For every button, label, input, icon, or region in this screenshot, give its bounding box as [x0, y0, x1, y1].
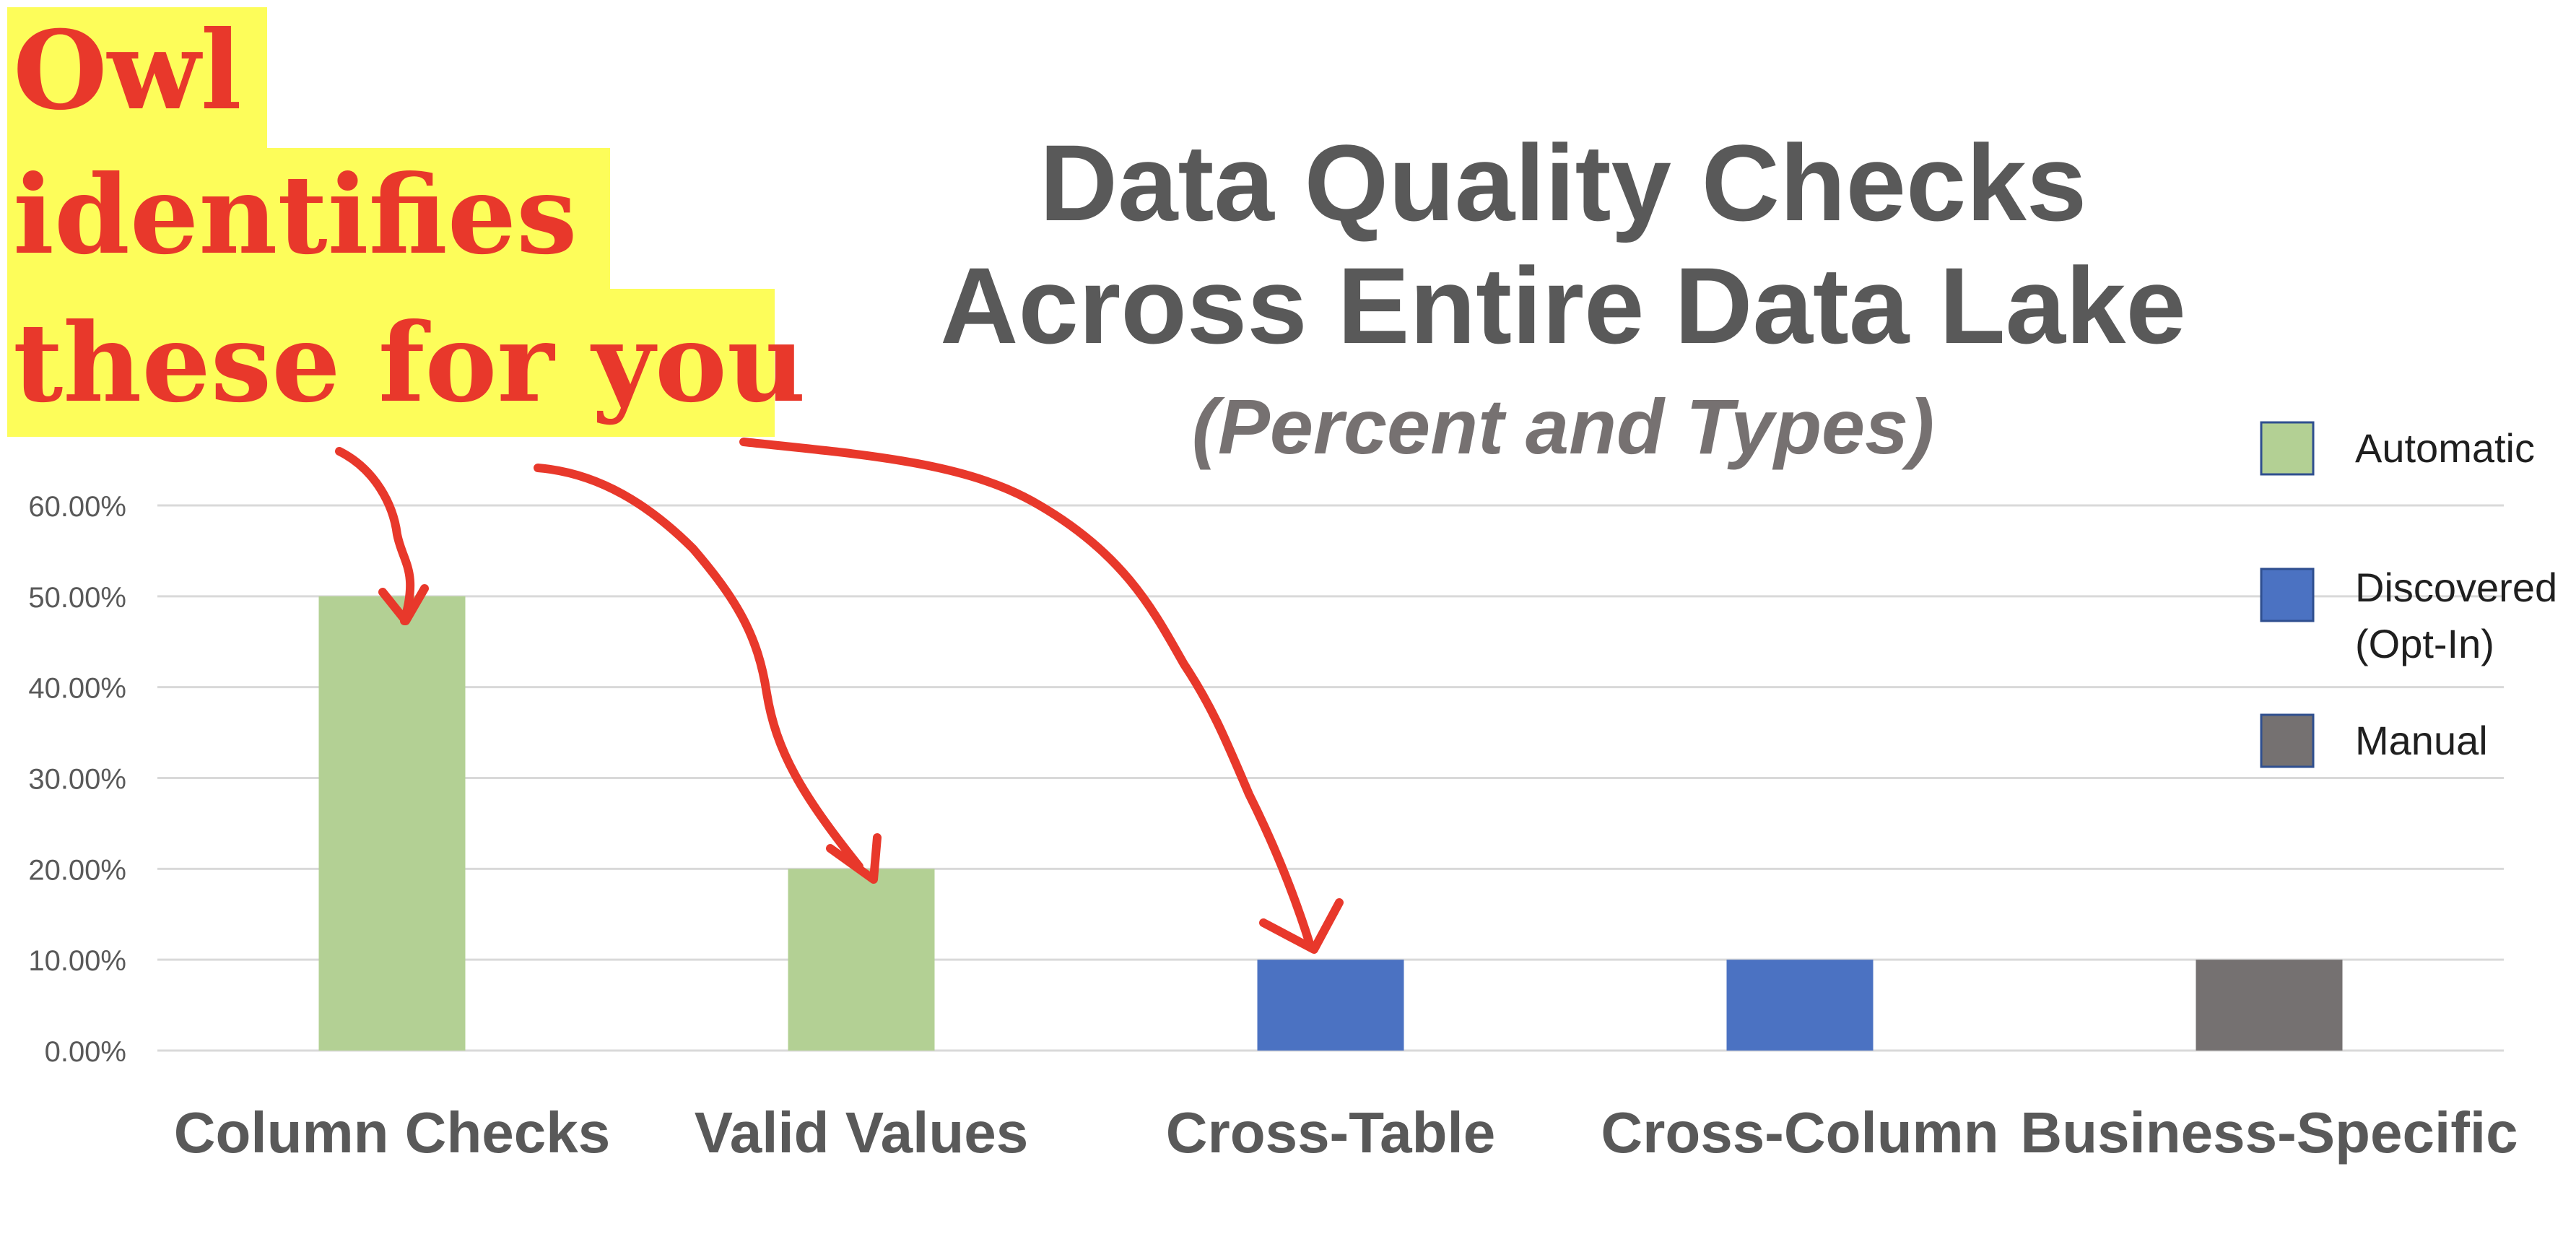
- callout-line: these for you: [13, 300, 806, 427]
- bar-cross-table: [1257, 960, 1404, 1051]
- chart-subtitle: (Percent and Types): [1192, 383, 1934, 470]
- callout-line: Owl: [13, 7, 242, 134]
- category-label: Cross-Table: [1166, 1100, 1495, 1165]
- callout-highlight: [7, 289, 775, 437]
- callout-arrowhead: [378, 584, 429, 625]
- bar-column-checks: [318, 596, 466, 1051]
- callout: Owl identifies these for you: [7, 7, 806, 437]
- category-label: Valid Values: [695, 1100, 1029, 1165]
- legend: Automatic Discovered (Opt-In) Manual: [2260, 421, 2557, 768]
- legend-label: Automatic: [2355, 425, 2535, 471]
- legend-label: Discovered: [2355, 565, 2557, 610]
- y-tick-label: 30.00%: [28, 764, 126, 796]
- callout-arrowhead: [1259, 898, 1344, 954]
- callout-arrows: [335, 438, 1344, 954]
- y-axis-ticks: 0.00% 10.00% 20.00% 30.00% 40.00% 50.00% 60.00…: [28, 491, 126, 1068]
- y-tick-label: 10.00%: [28, 945, 126, 977]
- legend-item: Automatic: [2260, 421, 2535, 476]
- callout-arrow: [335, 447, 415, 625]
- callout-arrow: [739, 438, 1315, 950]
- callout-line: identifies: [13, 152, 578, 279]
- legend-item: Manual: [2260, 713, 2488, 768]
- y-tick-label: 0.00%: [45, 1036, 126, 1068]
- bar-valid-values: [788, 869, 935, 1051]
- callout-arrowhead: [826, 833, 882, 884]
- category-label: Column Checks: [174, 1100, 611, 1165]
- bar-business-specific: [2196, 960, 2343, 1051]
- bar-cross-column: [1726, 960, 1874, 1051]
- category-label: Business-Specific: [2020, 1100, 2518, 1165]
- legend-label: (Opt-In): [2355, 621, 2494, 666]
- category-label: Cross-Column: [1601, 1100, 1998, 1165]
- gridlines: [157, 504, 2504, 1052]
- x-axis-categories: Column Checks Valid Values Cross-Table Cros…: [174, 1100, 2518, 1165]
- bars: [318, 596, 2343, 1051]
- callout-highlight: [7, 7, 267, 152]
- y-tick-label: 40.00%: [28, 673, 126, 705]
- chart-title-line: Across Entire Data Lake: [940, 245, 2186, 366]
- callout-highlight: [7, 148, 610, 292]
- legend-item: Discovered (Opt-In): [2260, 565, 2557, 666]
- legend-swatch: [2260, 568, 2315, 622]
- y-tick-label: 20.00%: [28, 854, 126, 886]
- legend-swatch: [2260, 713, 2315, 768]
- legend-label: Manual: [2355, 718, 2488, 763]
- y-tick-label: 60.00%: [28, 491, 126, 523]
- legend-swatch: [2260, 421, 2315, 476]
- callout-arrow: [534, 464, 863, 871]
- y-tick-label: 50.00%: [28, 582, 126, 614]
- chart-title-line: Data Quality Checks: [1040, 122, 2087, 243]
